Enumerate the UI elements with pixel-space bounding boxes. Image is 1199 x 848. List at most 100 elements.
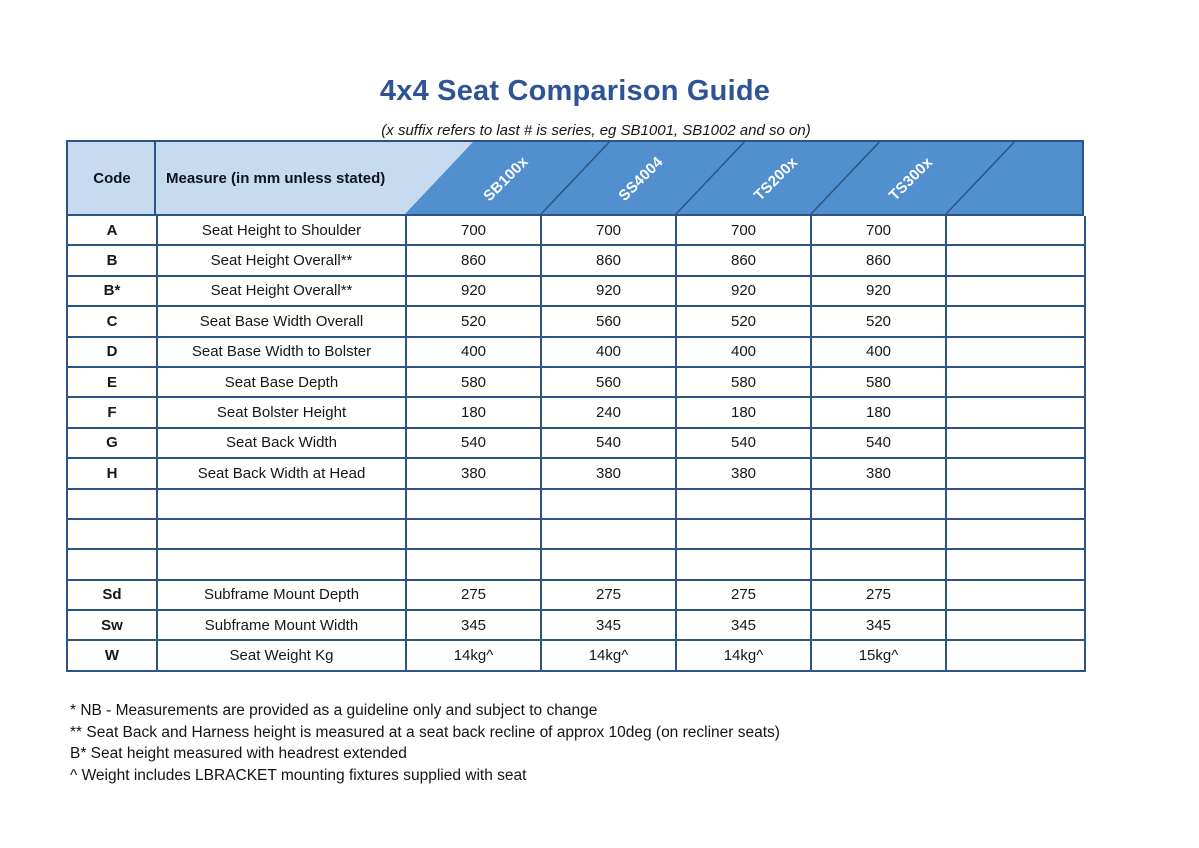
header-diagonal-divider <box>540 142 611 214</box>
value-cell: 520 <box>810 305 947 338</box>
table-row: F Seat Bolster Height 180 240 180 180 <box>66 396 1086 429</box>
value-cell: 400 <box>540 335 677 368</box>
code-cell: H <box>66 457 158 490</box>
value-cell <box>945 365 1086 399</box>
value-cell <box>945 305 1086 338</box>
value-cell <box>945 487 1086 520</box>
value-cell <box>945 609 1086 642</box>
value-cell: 275 <box>540 578 677 612</box>
value-cell <box>405 517 542 551</box>
value-cell <box>405 487 542 520</box>
measure-cell <box>156 548 407 581</box>
value-cell <box>675 487 812 520</box>
value-cell <box>945 216 1086 247</box>
value-cell: 580 <box>810 365 947 399</box>
value-cell: 14kg^ <box>405 639 542 672</box>
value-cell: 920 <box>405 274 542 308</box>
table-row: E Seat Base Depth 580 560 580 580 <box>66 365 1086 399</box>
value-cell: 860 <box>810 244 947 277</box>
value-cell: 540 <box>540 426 677 460</box>
footnote: ** Seat Back and Harness height is measu… <box>70 723 780 741</box>
value-cell: 400 <box>405 335 542 368</box>
value-cell <box>675 517 812 551</box>
value-cell <box>540 517 677 551</box>
value-cell: 700 <box>405 216 542 247</box>
value-cell: 920 <box>675 274 812 308</box>
measure-cell <box>156 487 407 520</box>
measure-cell: Seat Back Width <box>156 426 407 460</box>
measure-cell: Seat Base Depth <box>156 365 407 399</box>
value-cell: 14kg^ <box>540 639 677 672</box>
table-row: G Seat Back Width 540 540 540 540 <box>66 426 1086 460</box>
code-cell: Sd <box>66 578 158 612</box>
value-cell: 920 <box>810 274 947 308</box>
value-cell: 520 <box>405 305 542 338</box>
measure-cell: Seat Height Overall** <box>156 244 407 277</box>
code-cell: C <box>66 305 158 338</box>
value-cell: 345 <box>540 609 677 642</box>
code-cell: B* <box>66 274 158 308</box>
code-cell <box>66 517 158 551</box>
value-cell <box>810 487 947 520</box>
value-cell: 180 <box>675 396 812 429</box>
value-cell: 540 <box>405 426 542 460</box>
value-cell: 580 <box>405 365 542 399</box>
column-header-product: SB100x <box>480 153 532 205</box>
value-cell <box>945 457 1086 490</box>
value-cell: 380 <box>405 457 542 490</box>
value-cell: 540 <box>810 426 947 460</box>
table-row: C Seat Base Width Overall 520 560 520 520 <box>66 305 1086 338</box>
value-cell: 860 <box>675 244 812 277</box>
table-row <box>66 487 1086 520</box>
value-cell <box>675 548 812 581</box>
table-row: W Seat Weight Kg 14kg^ 14kg^ 14kg^ 15kg^ <box>66 639 1086 672</box>
table-row: A Seat Height to Shoulder 700 700 700 700 <box>66 216 1086 247</box>
table-row: B* Seat Height Overall** 920 920 920 920 <box>66 274 1086 308</box>
value-cell <box>945 548 1086 581</box>
value-cell <box>540 548 677 581</box>
value-cell: 400 <box>675 335 812 368</box>
measure-cell: Seat Height to Shoulder <box>156 216 407 247</box>
value-cell: 380 <box>540 457 677 490</box>
value-cell <box>945 517 1086 551</box>
header-diagonal-divider <box>675 142 746 214</box>
footnote: B* Seat height measured with headrest ex… <box>70 745 407 762</box>
measure-cell: Seat Base Width Overall <box>156 305 407 338</box>
value-cell <box>540 487 677 520</box>
header-diagonal-divider <box>810 142 881 214</box>
value-cell <box>945 335 1086 368</box>
code-cell: D <box>66 335 158 368</box>
column-header-code: Code <box>93 169 131 187</box>
measure-cell: Subframe Mount Width <box>156 609 407 642</box>
grid-body: A Seat Height to Shoulder 700 700 700 700 B Sea… <box>66 216 1086 672</box>
table-row: B Seat Height Overall** 860 860 860 860 <box>66 244 1086 277</box>
value-cell <box>945 244 1086 277</box>
value-cell: 15kg^ <box>810 639 947 672</box>
code-cell: W <box>66 639 158 672</box>
value-cell: 700 <box>675 216 812 247</box>
table-row <box>66 517 1086 551</box>
value-cell: 380 <box>675 457 812 490</box>
code-cell: A <box>66 216 158 247</box>
measure-cell: Seat Back Width at Head <box>156 457 407 490</box>
value-cell <box>945 639 1086 672</box>
value-cell: 700 <box>540 216 677 247</box>
value-cell: 540 <box>675 426 812 460</box>
table-row: Sd Subframe Mount Depth 275 275 275 275 <box>66 578 1086 612</box>
value-cell: 345 <box>675 609 812 642</box>
value-cell: 400 <box>810 335 947 368</box>
value-cell: 240 <box>540 396 677 429</box>
table-row: Sw Subframe Mount Width 345 345 345 345 <box>66 609 1086 642</box>
header-divider <box>154 142 156 214</box>
value-cell <box>945 578 1086 612</box>
value-cell: 860 <box>540 244 677 277</box>
measure-cell: Subframe Mount Depth <box>156 578 407 612</box>
table-row: D Seat Base Width to Bolster 400 400 400 400 <box>66 335 1086 368</box>
value-cell: 920 <box>540 274 677 308</box>
value-cell: 580 <box>675 365 812 399</box>
value-cell: 560 <box>540 305 677 338</box>
measure-cell: Seat Bolster Height <box>156 396 407 429</box>
value-cell: 560 <box>540 365 677 399</box>
value-cell <box>405 548 542 581</box>
